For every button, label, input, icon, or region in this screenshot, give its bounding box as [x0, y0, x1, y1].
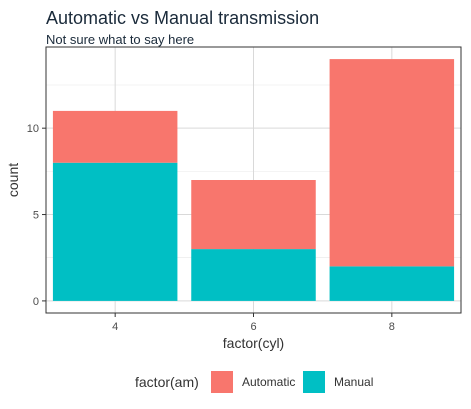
x-tick-label: 4 [112, 321, 118, 333]
bar-manual-4 [52, 162, 178, 301]
x-axis-ticks: 4 6 8 [112, 313, 395, 333]
legend-key-automatic [211, 371, 233, 393]
y-axis-ticks: 0 5 10 [27, 123, 46, 308]
x-tick-label: 6 [250, 321, 256, 333]
bar-automatic-8 [329, 59, 455, 267]
x-axis-title: factor(cyl) [223, 335, 284, 351]
bar-manual-6 [191, 249, 316, 301]
y-tick-label: 5 [33, 210, 39, 222]
bar-automatic-4 [52, 110, 178, 163]
chart-subtitle: Not sure what to say here [46, 32, 194, 47]
x-tick-label: 8 [389, 321, 395, 333]
legend-label-manual: Manual [334, 375, 373, 389]
bar-manual-8 [329, 266, 455, 301]
legend: factor(am) Automatic Manual [135, 371, 373, 393]
y-tick-label: 0 [33, 296, 39, 308]
bar-automatic-6 [191, 180, 316, 250]
chart-title: Automatic vs Manual transmission [46, 8, 319, 28]
legend-title: factor(am) [135, 374, 199, 390]
y-axis-title: count [5, 163, 21, 197]
legend-key-manual [303, 371, 325, 393]
legend-label-automatic: Automatic [242, 375, 295, 389]
y-tick-label: 10 [27, 123, 39, 135]
bars [52, 59, 455, 301]
